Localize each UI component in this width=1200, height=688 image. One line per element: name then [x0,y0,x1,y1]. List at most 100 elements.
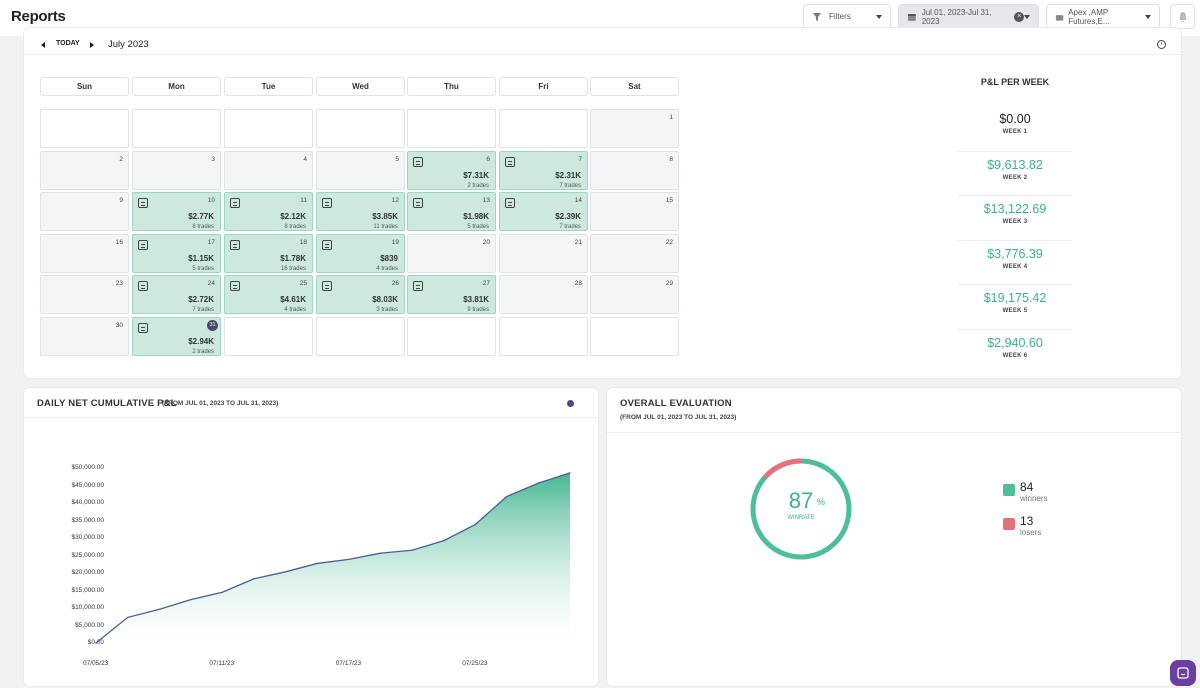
calendar-day-cell[interactable]: 18 $1.78K 16 trades [224,233,313,273]
calendar-day-cell[interactable]: 22 [590,233,679,273]
calendar-day-cell[interactable] [224,109,313,148]
calendar-day-cell[interactable]: 10 $2.77K 8 trades [132,192,221,231]
calendar-day-cell[interactable]: 25 $4.61K 4 trades [224,275,313,314]
calendar-day-cell[interactable]: 21 [499,233,588,273]
calendar-day-cell[interactable]: 1 [590,109,679,148]
date-range-picker[interactable]: Jul 01, 2023-Jul 31, 2023 × [898,4,1039,29]
data-point[interactable] [411,549,413,551]
chevron-down-icon [1145,14,1151,19]
data-point[interactable] [506,495,508,498]
calendar-day-cell[interactable]: 9 [40,192,129,231]
winrate-donut [750,458,852,560]
clear-icon[interactable]: × [1014,11,1024,22]
next-month-icon[interactable] [90,42,94,48]
calendar-day-cell[interactable]: 28 [499,275,588,314]
calendar-day-cell[interactable]: 15 [590,192,679,231]
calendar-day-cell[interactable]: 29 [590,275,679,314]
calendar-day-cell[interactable]: 17 $1.15K 5 trades [132,233,221,273]
notes-icon[interactable] [322,239,332,250]
calendar-day-cell[interactable]: 20 [407,233,496,273]
data-point[interactable] [158,608,160,610]
notes-icon[interactable] [138,198,148,208]
day-number: 26 [391,280,399,287]
data-point[interactable] [95,642,97,644]
today-button[interactable]: TODAY [56,40,80,47]
calendar-day-cell[interactable] [407,109,496,148]
day-header-sun: Sun [40,77,129,96]
x-tick-label: 07/17/23 [335,660,362,667]
calendar-day-cell[interactable]: 14 $2.39K 7 trades [499,192,588,231]
filters-button[interactable]: Filters [803,4,891,29]
calendar-day-cell[interactable] [316,109,405,148]
week-summary: $9,613.82 WEEK 2 [958,150,1072,181]
calendar-day-cell[interactable]: 6 $7.31K 2 trades [407,150,496,190]
data-point[interactable] [316,562,318,565]
chat-button[interactable] [1170,660,1196,686]
notes-icon[interactable] [505,198,515,208]
notes-icon[interactable] [322,281,332,291]
day-number: 16 [115,238,123,246]
losers-label: losers [1020,528,1042,537]
notes-icon[interactable] [413,156,423,167]
notes-icon[interactable] [413,198,423,208]
calendar-day-cell[interactable] [224,316,313,356]
calendar-day-cell[interactable]: 27 $3.81K 9 trades [407,275,496,314]
calendar-day-cell[interactable]: 24 $2.72K 7 trades [132,275,221,314]
data-point[interactable] [443,540,445,542]
calendar-day-cell[interactable] [499,316,588,356]
calendar-day-cell[interactable]: 8 [590,150,679,190]
day-pnl: $2.94K [188,336,214,346]
calendar-day-cell[interactable]: 23 [40,275,129,314]
x-tick-label: 07/11/23 [209,660,235,667]
notifications-button[interactable] [1170,4,1195,29]
calendar-day-cell[interactable]: 13 $1.98K 5 trades [407,192,496,231]
calendar-day-cell[interactable]: 5 [316,150,405,190]
week-label: WEEK 4 [1002,263,1028,270]
x-tick-label: 07/25/23 [462,660,488,667]
notes-icon[interactable] [138,281,148,291]
calendar-day-cell[interactable]: 31 $2.94K 2 trades [132,316,221,356]
info-icon[interactable] [567,400,574,407]
calendar-day-cell[interactable] [40,109,129,148]
calendar-icon [907,13,916,21]
day-pnl: $3.81K [463,295,489,304]
calendar-day-cell[interactable]: 16 [40,233,129,273]
notes-icon[interactable] [505,156,515,167]
day-number: 3 [211,155,215,163]
notes-icon[interactable] [322,198,332,208]
account-selector[interactable]: Apex ,AMP Futures,E... [1046,4,1160,29]
calendar-day-cell[interactable]: 19 $839 4 trades [316,233,405,273]
day-header-thu: Thu [407,77,496,96]
calendar-day-cell[interactable]: 26 $8.03K 3 trades [316,275,405,314]
data-point[interactable] [474,523,476,526]
data-point[interactable] [127,616,129,619]
data-point[interactable] [190,599,192,601]
notes-icon[interactable] [138,322,148,333]
prev-month-icon[interactable] [41,42,45,48]
data-point[interactable] [569,472,571,474]
calendar-day-cell[interactable]: 7 $2.31K 7 trades [499,150,588,190]
data-point[interactable] [379,552,381,554]
calendar-day-cell[interactable]: 4 [224,150,313,190]
calendar-day-cell[interactable]: 11 $2.12K 8 trades [224,192,313,231]
notes-icon[interactable] [230,198,240,208]
notes-icon[interactable] [413,281,423,291]
calendar-day-cell[interactable] [132,109,221,148]
data-point[interactable] [253,578,255,580]
calendar-day-cell[interactable] [499,109,588,148]
calendar-day-cell[interactable]: 2 [40,150,129,190]
data-point[interactable] [348,558,350,561]
calendar-day-cell[interactable]: 3 [132,150,221,190]
calendar-day-cell[interactable] [316,316,405,356]
data-point[interactable] [537,482,540,484]
calendar-day-cell[interactable]: 30 [40,316,129,356]
info-icon[interactable]: i [1157,40,1166,49]
data-point[interactable] [285,571,287,573]
data-point[interactable] [221,591,223,593]
calendar-day-cell[interactable] [590,316,679,356]
calendar-day-cell[interactable] [407,316,496,356]
notes-icon[interactable] [230,281,240,291]
notes-icon[interactable] [138,239,148,250]
calendar-day-cell[interactable]: 12 $3.85K 11 trades [316,192,405,231]
notes-icon[interactable] [230,239,240,250]
